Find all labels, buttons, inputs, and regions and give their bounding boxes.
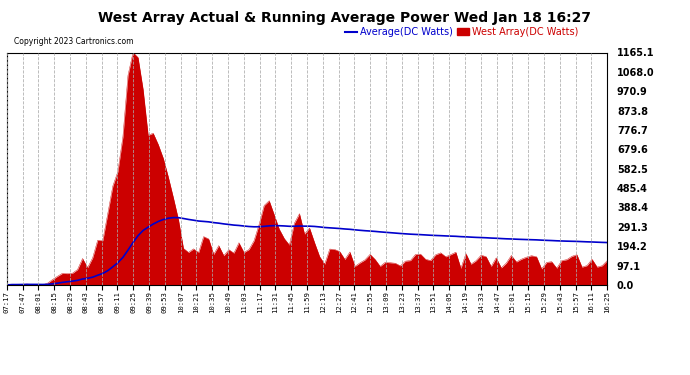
Text: Copyright 2023 Cartronics.com: Copyright 2023 Cartronics.com xyxy=(14,38,133,46)
Legend: Average(DC Watts), West Array(DC Watts): Average(DC Watts), West Array(DC Watts) xyxy=(345,27,578,37)
Text: West Array Actual & Running Average Power Wed Jan 18 16:27: West Array Actual & Running Average Powe… xyxy=(99,11,591,25)
